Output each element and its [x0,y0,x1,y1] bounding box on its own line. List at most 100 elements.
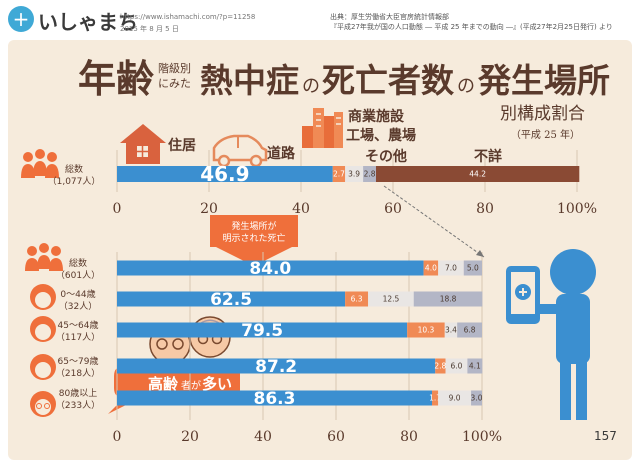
young-face-icon [30,284,56,310]
title-no-1: の [302,76,320,97]
page-number: 157 [594,429,617,443]
bottom-data-label: 84.0 [249,259,291,279]
bottom-data-label: 86.3 [254,389,296,409]
legend-commercial: 商業施設 [348,108,405,125]
bottom-tick-label: 20 [181,429,199,445]
bottom-bar-3 [413,291,483,307]
bottom-data-label: 18.8 [440,295,457,304]
legend-home: 住居 [168,137,196,154]
bottom-data-label: 4.0 [425,264,437,273]
bottom-data-label: 62.5 [210,290,252,310]
legend-unknown: 不詳 [474,148,502,165]
legend-road: 道路 [267,145,296,162]
bottom-data-label: 5.0 [467,264,479,273]
article-url[interactable]: https://www.ishamachi.com/?p=11258 [120,13,256,21]
elderly-face-icon [30,391,56,417]
top-chart: 0 20 40 60 80 100% 総数（1,077人） 46.9 2.7 3.9 2.8 44.2 [48,150,597,217]
top-bar-1 [332,166,346,182]
bottom-tick-label: 80 [400,429,418,445]
legend-factory-farm: 工場、農場 [346,127,416,144]
bottom-bar-1 [423,260,439,276]
dashed-guide-arrowhead [476,250,484,257]
article-date: 2015 年 8 月 5 日 [120,25,179,33]
bottom-chart: 0 20 40 60 80 100%総数（601人） 84.0 4.0 7.0 5.00〜44歳（… [56,252,502,445]
dashed-guide-line [383,185,485,258]
bottom-data-label: 3.0 [471,394,483,403]
top-bar-2 [345,166,364,182]
bottom-category-label: 80歳以上 [59,387,97,399]
top-tick-label: 80 [476,201,494,217]
bottom-data-label: 2.8 [434,362,446,371]
elderly-callout: 高齢 者が 多い [108,366,240,414]
site-logo[interactable]: いしゃまち [38,10,138,34]
bottom-data-label: 6.0 [450,362,462,371]
bottom-tick-label: 0 [113,429,122,445]
top-category-count: （1,077人） [48,176,101,187]
bottom-category-label: 0〜44歳 [60,288,95,300]
bottom-data-label: 79.5 [241,321,283,341]
top-data-label: 44.2 [469,170,486,179]
bottom-bar-0 [117,291,346,307]
bottom-data-label: 7.0 [445,264,457,273]
top-tick-label: 40 [292,201,310,217]
bottom-bar-1 [431,390,439,406]
bottom-data-label: 1.7 [429,394,441,403]
bottom-data-label: 6.8 [464,326,476,335]
senior-face-icon [30,354,56,380]
top-tick-label: 60 [384,201,402,217]
bottom-bar-2 [368,291,414,307]
title-place: 発生場所 [478,61,610,100]
source-line-2: 『平成27年我が国の人口動態 ― 平成 25 年までの動向 ―』(平成27年2月… [330,23,613,31]
page-header: + いしゃまち https://www.ishamachi.com/?p=112… [0,0,640,42]
top-data-label: 2.7 [333,170,345,179]
bottom-bar-0 [117,358,436,374]
house-icon [120,124,166,164]
top-category-label: 総数 [65,163,83,175]
top-tick-label: 20 [200,201,218,217]
bottom-tick-label: 100% [462,429,502,445]
bottom-data-label: 9.0 [449,394,461,403]
arrow-callout: 発生場所が 明示された死亡 [210,215,298,266]
bottom-category-count: （233人） [56,400,100,411]
top-data-label: 3.9 [348,170,360,179]
bottom-data-label: 87.2 [255,357,297,377]
bottom-category-count: （218人） [56,368,100,379]
bottom-category-label: 総数 [69,257,87,269]
group-people-icon [25,243,63,271]
bottom-bar-0 [117,260,424,276]
bottom-category-count: （32人） [59,301,97,312]
title-small-1: 階級別 [158,61,191,75]
chart-subtitle: 別構成割合 [500,104,585,124]
legend-other: その他 [365,148,407,165]
bottom-category-label: 65〜79歳 [58,355,99,367]
bottom-category-label: 45〜64歳 [58,319,99,331]
bottom-bar-2 [444,322,458,338]
elderly-label-1: 高齢 [148,375,179,393]
bottom-bar-2 [438,390,472,406]
bottom-bar-2 [438,260,464,276]
bottom-data-label: 6.3 [351,295,363,304]
bottom-bar-3 [471,390,482,406]
bottom-data-label: 3.4 [445,326,457,335]
elderly-label-small: 者が [181,379,201,392]
plus-circle-icon: + [8,6,34,32]
bottom-bar-1 [407,322,445,338]
bottom-bar-0 [117,390,432,406]
bottom-bar-0 [117,322,408,338]
arrow-label-2: 明示された死亡 [222,232,285,244]
top-data-label: 46.9 [200,162,249,186]
title-age: 年齢 [78,56,154,101]
tablet-person-icon [506,249,596,420]
top-tick-label: 100% [557,201,597,217]
bottom-bar-1 [345,291,369,307]
bottom-category-count: （117人） [56,332,100,343]
bottom-bar-1 [435,358,446,374]
bottom-data-label: 4.1 [469,362,481,371]
arrow-label-1: 発生場所が [231,220,276,232]
bottom-bar-3 [457,322,482,338]
factory-buildings-icon [302,108,343,148]
bottom-tick-label: 40 [254,429,272,445]
bottom-tick-label: 60 [327,429,345,445]
bottom-bar-2 [445,358,468,374]
chart-title: 年齢 階級別 にみた 熱中症 の 死亡者数 の 発生場所 別構成割合 （平成 2… [78,56,610,141]
